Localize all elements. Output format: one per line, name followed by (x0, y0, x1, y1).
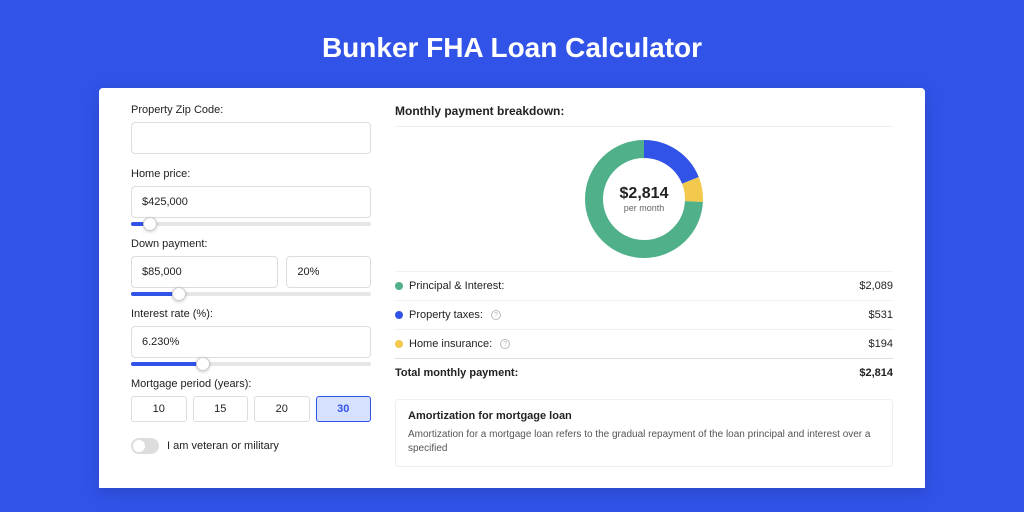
period-button-15[interactable]: 15 (193, 396, 249, 422)
down-pct-input[interactable] (286, 256, 371, 288)
calculator-card: Property Zip Code: Home price: Down paym… (99, 88, 925, 488)
down-slider[interactable] (131, 292, 371, 296)
breakdown-row: Home insurance:? $194 (395, 329, 893, 358)
breakdown-label: Property taxes: (409, 309, 483, 321)
breakdown-label: Principal & Interest: (409, 280, 504, 292)
info-icon[interactable]: ? (491, 310, 501, 320)
total-value: $2,814 (859, 367, 893, 379)
down-label: Down payment: (131, 238, 371, 250)
price-input[interactable] (131, 186, 371, 218)
total-label: Total monthly payment: (395, 367, 518, 379)
rate-label: Interest rate (%): (131, 308, 371, 320)
down-amount-input[interactable] (131, 256, 278, 288)
veteran-label: I am veteran or military (167, 440, 279, 452)
donut-chart: $2,814 per month (584, 139, 704, 259)
breakdown-value: $2,089 (859, 280, 893, 292)
period-button-20[interactable]: 20 (254, 396, 310, 422)
form-column: Property Zip Code: Home price: Down paym… (131, 104, 371, 488)
amortization-title: Amortization for mortgage loan (408, 410, 880, 422)
price-label: Home price: (131, 168, 371, 180)
page-title: Bunker FHA Loan Calculator (0, 0, 1024, 88)
breakdown-column: Monthly payment breakdown: $2,814 per mo… (395, 104, 893, 488)
legend-dot (395, 282, 403, 290)
zip-input[interactable] (131, 122, 371, 154)
legend-dot (395, 340, 403, 348)
breakdown-row: Principal & Interest: $2,089 (395, 271, 893, 300)
amortization-card: Amortization for mortgage loan Amortizat… (395, 399, 893, 467)
breakdown-title: Monthly payment breakdown: (395, 104, 893, 127)
breakdown-label: Home insurance: (409, 338, 492, 350)
period-label: Mortgage period (years): (131, 378, 371, 390)
breakdown-value: $194 (869, 338, 893, 350)
breakdown-value: $531 (869, 309, 893, 321)
donut-chart-wrap: $2,814 per month (395, 127, 893, 271)
period-button-30[interactable]: 30 (316, 396, 372, 422)
info-icon[interactable]: ? (500, 339, 510, 349)
price-slider[interactable] (131, 222, 371, 226)
veteran-toggle[interactable] (131, 438, 159, 454)
breakdown-row: Property taxes:? $531 (395, 300, 893, 329)
zip-label: Property Zip Code: (131, 104, 371, 116)
rate-input[interactable] (131, 326, 371, 358)
period-button-10[interactable]: 10 (131, 396, 187, 422)
total-row: Total monthly payment: $2,814 (395, 358, 893, 387)
period-button-group: 10152030 (131, 396, 371, 422)
amortization-text: Amortization for a mortgage loan refers … (408, 428, 880, 456)
veteran-row: I am veteran or military (131, 438, 371, 454)
donut-amount: $2,814 (620, 185, 669, 203)
rate-slider[interactable] (131, 362, 371, 366)
legend-dot (395, 311, 403, 319)
donut-sub: per month (620, 203, 669, 213)
